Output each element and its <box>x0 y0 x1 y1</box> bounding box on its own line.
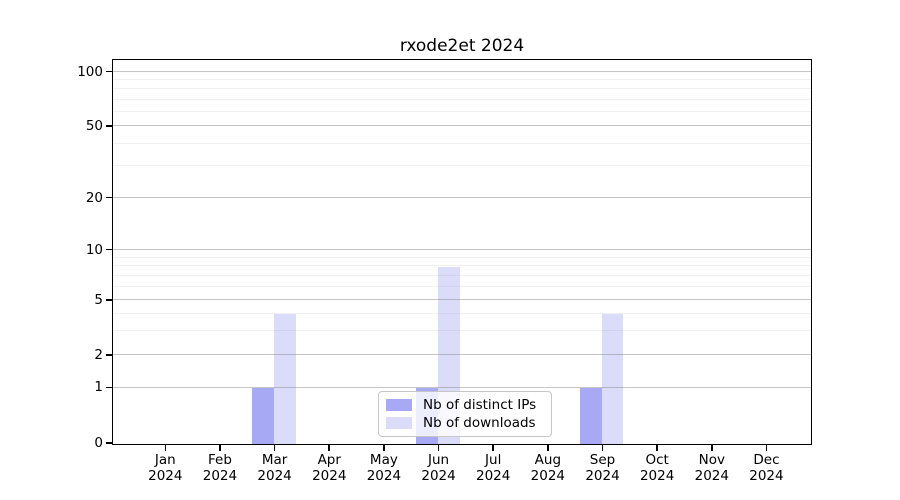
y-tick-label: 0 <box>94 435 103 452</box>
month-label: Jul <box>485 452 502 468</box>
month-label: Dec <box>753 452 780 468</box>
legend-item-downloads: Nb of downloads <box>386 414 544 432</box>
minor-gridline <box>113 142 811 144</box>
x-tick-label-aug: Aug 2024 <box>516 452 580 484</box>
legend: Nb of distinct IPs Nb of downloads <box>378 391 552 437</box>
bar-nb-of-downloads-mar <box>273 314 296 444</box>
legend-swatch-downloads-icon <box>386 417 412 429</box>
major-gridline <box>113 248 811 250</box>
x-tick-mark <box>273 445 276 451</box>
year-label: 2024 <box>148 467 183 484</box>
x-tick-label-nov: Nov 2024 <box>680 452 744 484</box>
x-tick-label-jun: Jun 2024 <box>407 452 471 484</box>
y-tick-label: 100 <box>77 63 103 80</box>
minor-gridline <box>113 88 811 90</box>
year-label: 2024 <box>312 467 347 484</box>
y-tick-label: 20 <box>85 189 103 206</box>
y-tick-mark <box>106 442 112 444</box>
x-tick-label-feb: Feb 2024 <box>188 452 252 484</box>
month-label: Mar <box>261 452 288 468</box>
bar-nb-of-distinct-ips-sep <box>579 388 602 444</box>
x-tick-label-may: May 2024 <box>352 452 416 484</box>
legend-label-distinct-ips: Nb of distinct IPs <box>423 397 537 413</box>
month-label: May <box>369 452 398 468</box>
x-tick-mark <box>437 445 440 451</box>
year-label: 2024 <box>202 467 238 484</box>
x-tick-mark <box>656 445 658 451</box>
major-gridline <box>113 70 811 72</box>
minor-gridline <box>113 111 811 112</box>
month-label: Jun <box>428 452 450 468</box>
x-tick-mark <box>383 445 385 451</box>
minor-gridline <box>113 79 811 81</box>
y-tick-label: 1 <box>94 379 103 396</box>
year-label: 2024 <box>694 467 729 484</box>
year-label: 2024 <box>585 467 620 484</box>
y-tick-label: 5 <box>94 292 103 309</box>
major-gridline <box>113 299 811 301</box>
minor-gridline <box>113 274 811 276</box>
legend-item-distinct-ips: Nb of distinct IPs <box>386 396 544 414</box>
year-label: 2024 <box>639 467 675 484</box>
x-tick-mark <box>547 445 549 451</box>
month-label: Aug <box>534 452 562 468</box>
x-tick-label-jul: Jul 2024 <box>461 452 525 484</box>
x-tick-label-jan: Jan 2024 <box>133 452 197 484</box>
major-gridline <box>113 386 811 388</box>
legend-label-downloads: Nb of downloads <box>423 415 536 431</box>
x-tick-label-mar: Mar 2024 <box>243 452 307 484</box>
y-tick-label: 10 <box>85 241 103 258</box>
month-label: Feb <box>207 452 232 468</box>
x-tick-mark <box>328 445 331 451</box>
month-label: Apr <box>317 452 341 468</box>
year-label: 2024 <box>257 467 292 484</box>
y-tick-label: 2 <box>94 347 103 364</box>
year-label: 2024 <box>530 467 566 484</box>
x-tick-mark <box>601 445 604 451</box>
minor-gridline <box>113 312 811 314</box>
year-label: 2024 <box>749 467 784 484</box>
minor-gridline <box>113 286 811 288</box>
x-tick-mark <box>164 445 167 451</box>
minor-gridline <box>113 265 811 267</box>
major-gridline <box>113 354 811 356</box>
bar-nb-of-downloads-sep <box>601 314 624 444</box>
y-tick-mark <box>106 196 112 199</box>
major-gridline <box>113 196 811 198</box>
y-tick-mark <box>106 354 112 357</box>
month-label: Jan <box>154 452 176 468</box>
month-label: Sep <box>589 452 616 468</box>
chart-title: rxode2et 2024 <box>399 36 525 56</box>
minor-gridline <box>113 330 811 332</box>
bar-nb-of-distinct-ips-mar <box>252 388 274 444</box>
month-label: Nov <box>698 452 725 468</box>
x-tick-label-oct: Oct 2024 <box>625 452 689 484</box>
x-tick-mark <box>219 445 221 451</box>
major-gridline <box>113 125 811 127</box>
y-tick-label: 50 <box>85 118 103 135</box>
y-tick-mark <box>106 299 112 301</box>
minor-gridline <box>113 165 811 167</box>
y-tick-mark <box>106 386 112 389</box>
plot-area <box>112 59 812 445</box>
month-label: Oct <box>645 452 669 468</box>
minor-gridline <box>113 256 811 258</box>
x-tick-mark <box>711 445 713 451</box>
x-tick-mark <box>765 445 768 451</box>
year-label: 2024 <box>421 467 456 484</box>
x-tick-label-apr: Apr 2024 <box>297 452 361 484</box>
y-tick-mark <box>106 248 112 251</box>
y-tick-mark <box>106 125 112 127</box>
y-tick-mark <box>106 70 112 73</box>
year-label: 2024 <box>476 467 511 484</box>
year-label: 2024 <box>366 467 402 484</box>
x-tick-mark <box>492 445 494 451</box>
minor-gridline <box>113 98 811 100</box>
x-tick-label-sep: Sep 2024 <box>571 452 635 484</box>
legend-swatch-distinct-ips-icon <box>386 399 412 411</box>
x-tick-label-dec: Dec 2024 <box>734 452 798 484</box>
